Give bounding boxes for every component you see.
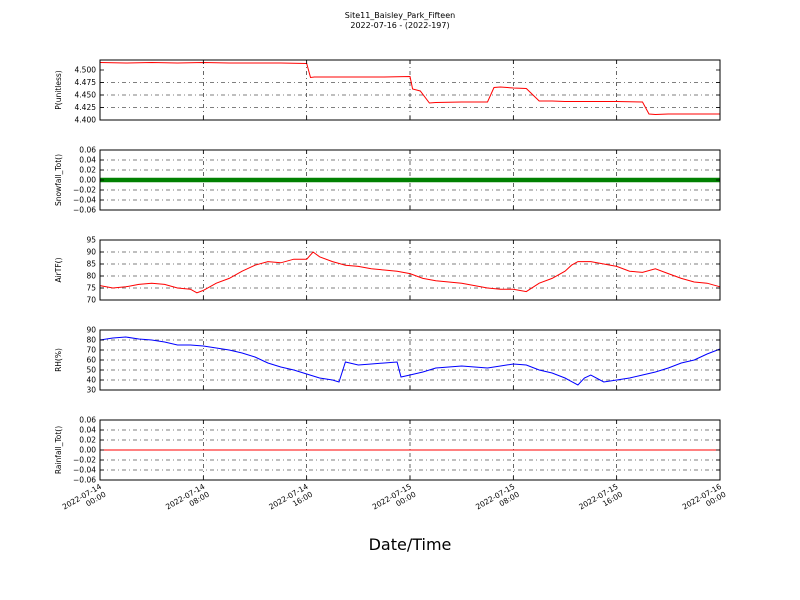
y-tick-label: −0.06 [73,476,96,485]
chart-title: Site11_Baisley_Park_Fifteen [344,11,456,20]
y-tick-label: 90 [86,326,96,335]
subplot-3: 70 75 80 85 90 95 AirTF() [54,236,721,305]
y-tick-label: 0.02 [79,436,96,445]
y-tick-label: 30 [86,386,96,395]
y-tick-label: −0.06 [73,206,96,215]
y-tick-label: 4.475 [75,78,97,87]
y-tick-label: 0.04 [79,426,96,435]
y-tick-label: 4.425 [75,103,97,112]
x-tick-label: 2022-07-1400:00 [61,482,108,519]
y-tick-label: 50 [86,366,96,375]
x-tick-label: 2022-07-1508:00 [474,482,521,519]
y-tick-label: 0.02 [79,166,96,175]
series-line [99,61,720,116]
subplot-5: −0.06−0.04−0.020.000.020.040.06 Rainfall_… [54,416,721,485]
y-tick-label: 4.400 [75,116,97,125]
y-axis-label: Snowfall_Tot() [54,154,63,206]
subplot-1: 4.400 4.425 4.450 4.475 4.500 P(unitless) [54,59,721,125]
x-axis-label: Date/Time [369,535,452,554]
series-line [99,251,721,294]
y-tick-label: −0.04 [73,196,96,205]
y-tick-label: 85 [86,260,96,269]
x-tick-label: 2022-07-1408:00 [164,482,211,519]
y-tick-label: −0.02 [73,186,96,195]
y-tick-label: −0.02 [73,456,96,465]
y-tick-label: −0.04 [73,466,96,475]
chart-subtitle: 2022-07-16 - (2022-197) [350,21,450,30]
subplot-2: −0.06−0.04−0.020.000.020.040.06 Snowfall_… [54,146,721,215]
y-axis-label: AirTF() [54,257,63,282]
y-tick-label: 0.06 [79,416,96,425]
x-tick-label: 2022-07-1500:00 [371,482,418,519]
y-tick-label: 95 [86,236,96,245]
chart-title-block: Site11_Baisley_Park_Fifteen 2022-07-16 -… [0,11,800,31]
x-tick-label: 2022-07-1600:00 [681,482,728,519]
y-axis-label: Rainfall_Tot() [54,426,63,474]
y-tick-label: 70 [86,296,96,305]
plots-group: 4.400 4.425 4.450 4.475 4.500 P(unitless) −0.0… [54,59,721,485]
series-line [99,336,721,386]
y-axis-label: P(unitless) [54,70,63,109]
y-axis-label: RH(%) [54,348,63,372]
y-tick-label: 4.500 [75,66,97,75]
y-tick-label: 70 [86,346,96,355]
y-tick-label: 75 [86,284,96,293]
y-tick-label: 0.04 [79,156,96,165]
y-tick-label: 80 [86,272,96,281]
y-tick-label: 0.00 [79,176,96,185]
x-tick-label: 2022-07-1416:00 [267,482,314,519]
x-axis-group: 2022-07-1400:00 2022-07-1408:00 2022-07-14… [61,482,728,519]
y-tick-label: 40 [86,376,96,385]
y-tick-label: 0.00 [79,446,96,455]
x-tick-label: 2022-07-1516:00 [577,482,624,519]
y-tick-label: 0.06 [79,146,96,155]
y-tick-label: 90 [86,248,96,257]
y-tick-label: 80 [86,336,96,345]
y-tick-label: 60 [86,356,96,365]
y-tick-label: 4.450 [75,91,97,100]
